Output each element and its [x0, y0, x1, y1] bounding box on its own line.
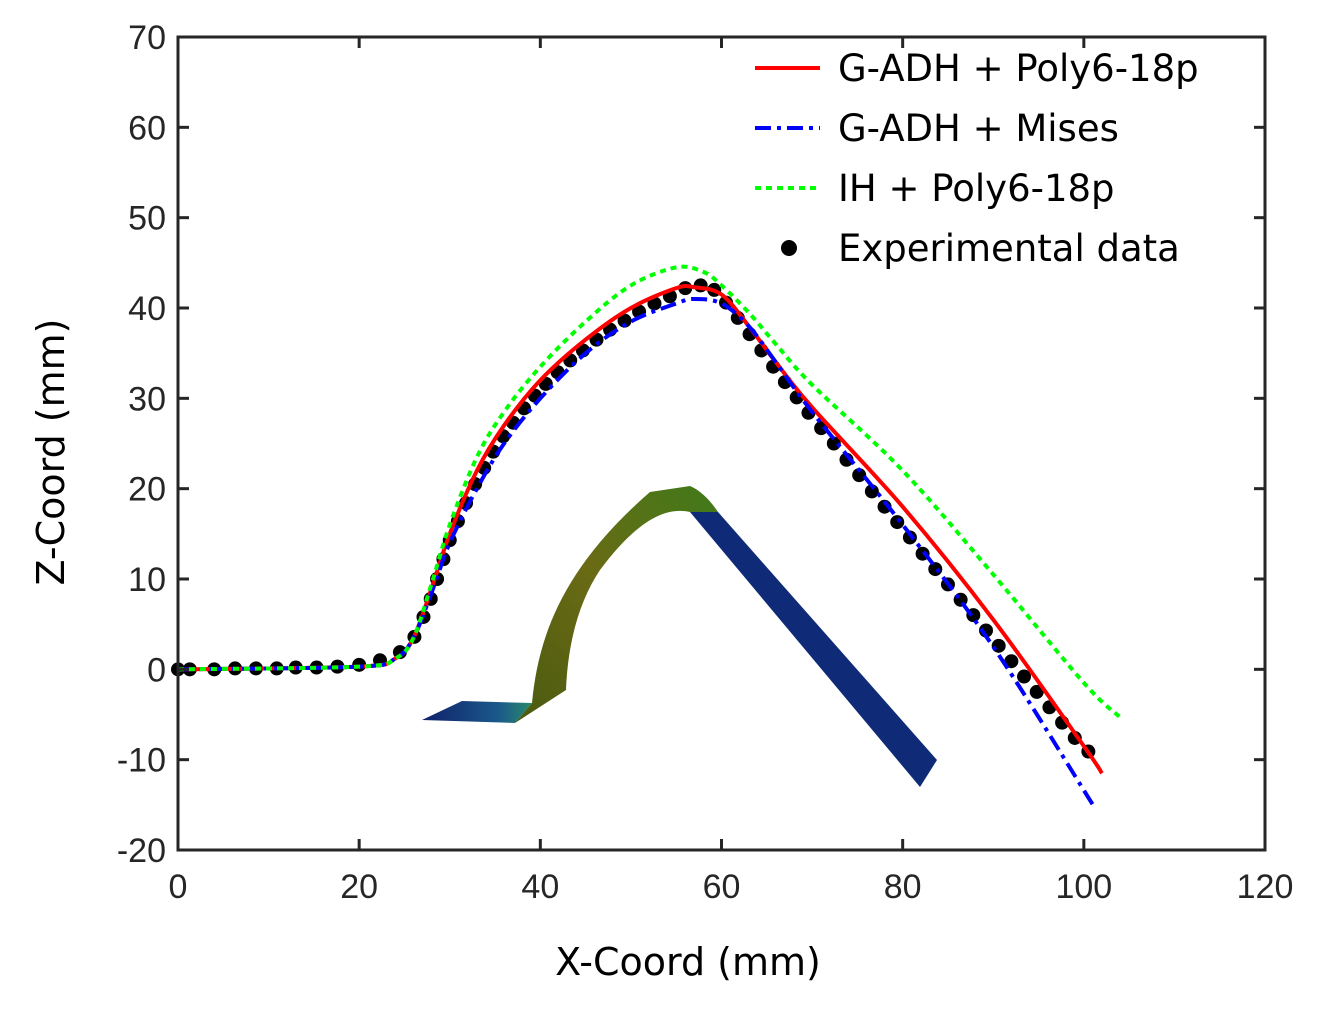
axes-box: [176, 35, 1267, 852]
fe-mesh-inset-image: [422, 486, 937, 787]
y-tick-label: 70: [128, 19, 166, 57]
x-tick-label: 0: [169, 868, 188, 906]
series-line-1: [177, 296, 1095, 806]
x-tick-label: 80: [884, 868, 922, 906]
experimental-data-point: [928, 562, 943, 577]
legend-marker: [781, 240, 797, 256]
x-tick-label: 20: [340, 868, 378, 906]
experimental-data-point: [814, 421, 829, 436]
x-tick-label: 40: [521, 868, 559, 906]
y-tick-label: -10: [117, 742, 166, 780]
x-axis-label: X-Coord (mm): [555, 940, 821, 984]
y-tick-label: -20: [117, 832, 166, 870]
series-line-2: [177, 264, 1122, 719]
x-tick-label: 100: [1055, 868, 1112, 906]
y-tick-label: 30: [128, 380, 166, 418]
y-tick-label: 50: [128, 200, 166, 238]
experimental-data-point: [864, 484, 879, 499]
mesh-arc-part: [515, 486, 718, 723]
experimental-data-point: [617, 313, 632, 328]
experimental-data-point: [902, 530, 917, 545]
y-tick-label: 10: [128, 561, 166, 599]
experimental-data-point: [1029, 684, 1044, 699]
experimental-data-point: [1004, 654, 1019, 669]
y-tick-label: 40: [128, 290, 166, 328]
y-tick-label: 20: [128, 471, 166, 509]
x-tick-label: 60: [703, 868, 741, 906]
legend-label: Experimental data: [838, 227, 1180, 270]
legend-label: IH + Poly6-18p: [838, 167, 1115, 210]
x-tick-label: 120: [1237, 868, 1294, 906]
series-line-0: [177, 283, 1104, 775]
mesh-slope-part: [690, 512, 937, 787]
y-axis-label: Z-Coord (mm): [29, 319, 73, 586]
y-tick-label: 60: [128, 109, 166, 147]
mesh-flat-part: [422, 701, 532, 723]
experimental-data-point: [890, 515, 905, 530]
experimental-data-point: [826, 436, 841, 451]
experimental-data-point: [852, 468, 867, 483]
y-tick-label: 0: [147, 651, 166, 689]
legend: G-ADH + Poly6-18p G-ADH + Mises IH + Poly6…: [755, 47, 1199, 270]
legend-label: G-ADH + Poly6-18p: [838, 47, 1199, 90]
experimental-data-point: [1017, 669, 1032, 684]
legend-label: G-ADH + Mises: [838, 107, 1119, 150]
